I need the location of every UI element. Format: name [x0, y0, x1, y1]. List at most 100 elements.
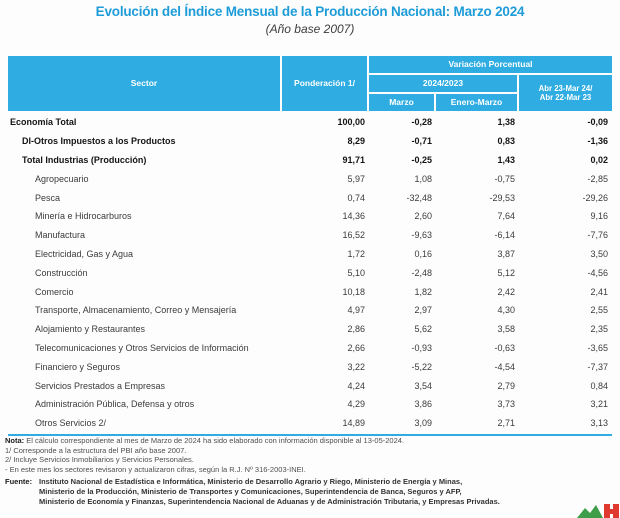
source-block: Fuente: Instituto Nacional de Estadístic…: [5, 477, 617, 507]
table-row-total-industrias: Total Industrias (Producción) 91,71 -0,2…: [8, 151, 612, 170]
header-annual-line1: Abr 23-Mar 24/: [538, 83, 593, 93]
sector-cell: Alojamiento y Restaurantes: [35, 324, 146, 335]
marzo-cell: 1,82: [414, 286, 432, 297]
table-row-economia-total: Economía Total 100,00 -0,28 1,38 -0,09: [8, 113, 612, 132]
marzo-cell: -0,93: [411, 342, 432, 353]
sector-cell: Financiero y Seguros: [35, 361, 121, 372]
table-row-comercio: Comercio 10,18 1,82 2,42 2,41: [8, 282, 612, 301]
marzo-cell: 2,97: [414, 305, 432, 316]
fuente-line1: Instituto Nacional de Estadística e Info…: [39, 476, 463, 486]
ponderacion-cell: 16,52: [342, 230, 365, 241]
marzo-cell: 3,86: [414, 399, 432, 410]
sector-cell: Electricidad, Gas y Agua: [35, 248, 134, 259]
table-row-agropecuario: Agropecuario 5,97 1,08 -0,75 -2,85: [8, 169, 612, 188]
sector-cell: Comercio: [35, 286, 74, 297]
table-row-manufactura: Manufactura 16,52 -9,63 -6,14 -7,76: [8, 226, 612, 245]
ponderacion-cell: 5,97: [347, 173, 365, 184]
enero-marzo-cell: 7,64: [497, 211, 515, 222]
footnote-revision: - En este mes los sectores revisaron y a…: [5, 465, 306, 475]
annual-cell: 2,55: [590, 305, 608, 316]
header-enero-marzo: Enero-Marzo: [436, 94, 517, 111]
marzo-cell: 3,09: [414, 418, 432, 429]
header-sector: Sector: [8, 56, 280, 111]
enero-marzo-cell: 2,71: [497, 418, 515, 429]
sector-cell: Minería e Hidrocarburos: [35, 211, 132, 222]
table-row-construccion: Construcción 5,10 -2,48 5,12 -4,56: [8, 263, 612, 282]
annual-cell: 2,41: [590, 286, 608, 297]
table-row-pesca: Pesca 0,74 -32,48 -29,53 -29,26: [8, 188, 612, 207]
table-row-mineria-hidrocarburos: Minería e Hidrocarburos 14,36 2,60 7,64 …: [8, 207, 612, 226]
sector-cell: Construcción: [35, 267, 88, 278]
table-row-telecomunicaciones: Telecomunicaciones y Otros Servicios de …: [8, 339, 612, 358]
sector-cell: Total Industrias (Producción): [22, 154, 147, 165]
marzo-cell: -0,25: [411, 154, 432, 165]
sector-cell: Servicios Prestados a Empresas: [35, 380, 166, 391]
table-header: Sector Ponderación 1/ Variación Porcentu…: [8, 56, 612, 111]
ponderacion-cell: 1,72: [347, 248, 365, 259]
marzo-cell: -2,48: [411, 267, 432, 278]
table-row-otros-servicios: Otros Servicios 2/ 14,89 3,09 2,71 3,13: [8, 414, 612, 433]
table-row-alojamiento-restaurantes: Alojamiento y Restaurantes 2,86 5,62 3,5…: [8, 320, 612, 339]
annual-cell: -4,56: [587, 267, 608, 278]
header-ponderacion: Ponderación 1/: [282, 56, 367, 111]
annual-cell: 3,13: [590, 418, 608, 429]
sector-cell: Economía Total: [10, 117, 77, 128]
ponderacion-cell: 2,66: [347, 342, 365, 353]
table-row-administracion-publica: Administración Pública, Defensa y otros …: [8, 395, 612, 414]
enero-marzo-cell: 3,87: [497, 248, 515, 259]
table-row-financiero-seguros: Financiero y Seguros 3,22 -5,22 -4,54 -7…: [8, 357, 612, 376]
annual-cell: 0,84: [590, 380, 608, 391]
production-index-table: Sector Ponderación 1/ Variación Porcentu…: [8, 56, 612, 436]
fuente-line2: Ministerio de la Producción, Ministerio …: [39, 486, 462, 496]
marzo-cell: -5,22: [411, 361, 432, 372]
marzo-cell: 5,62: [414, 324, 432, 335]
ponderacion-cell: 3,22: [347, 361, 365, 372]
footnote-1: 1/ Corresponde a la estructura del PBI a…: [5, 445, 187, 455]
marzo-cell: 1,08: [414, 173, 432, 184]
enero-marzo-cell: 4,30: [497, 305, 515, 316]
ponderacion-cell: 91,71: [342, 154, 365, 165]
ponderacion-cell: 0,74: [347, 192, 365, 203]
annual-cell: -0,09: [587, 117, 608, 128]
table-bottom-rule: [8, 433, 612, 436]
sector-cell: Otros Servicios 2/: [35, 418, 107, 429]
header-annual-period: Abr 23-Mar 24/ Abr 22-Mar 23: [519, 75, 612, 111]
ponderacion-cell: 14,36: [342, 211, 365, 222]
ponderacion-cell: 100,00: [337, 117, 365, 128]
table-row-di-otros-impuestos: DI-Otros Impuestos a los Productos 8,29 …: [8, 132, 612, 151]
annual-cell: 3,50: [590, 248, 608, 259]
sector-cell: Telecomunicaciones y Otros Servicios de …: [35, 342, 249, 353]
annual-cell: -29,26: [582, 192, 608, 203]
enero-marzo-cell: -4,54: [494, 361, 515, 372]
enero-marzo-cell: 2,79: [497, 380, 515, 391]
ponderacion-cell: 8,29: [347, 136, 365, 147]
ponderacion-cell: 4,24: [347, 380, 365, 391]
fuente-line3: Ministerio de Economía y Finanzas, Super…: [39, 496, 500, 506]
marzo-cell: -9,63: [411, 230, 432, 241]
ponderacion-cell: 2,86: [347, 324, 365, 335]
header-variacion-porcentual: Variación Porcentual: [369, 56, 612, 73]
annual-cell: -1,36: [587, 136, 608, 147]
enero-marzo-cell: 1,38: [497, 117, 515, 128]
enero-marzo-cell: -29,53: [489, 192, 515, 203]
sector-cell: Manufactura: [35, 230, 86, 241]
table-body: Economía Total 100,00 -0,28 1,38 -0,09 D…: [8, 113, 612, 433]
page-title: Evolución del Índice Mensual de la Produ…: [95, 4, 525, 19]
enero-marzo-cell: -0,75: [494, 173, 515, 184]
page-subtitle: (Año base 2007): [265, 22, 355, 36]
annual-cell: -3,65: [587, 342, 608, 353]
annual-cell: -2,85: [587, 173, 608, 184]
table-row-electricidad-gas-agua: Electricidad, Gas y Agua 1,72 0,16 3,87 …: [8, 245, 612, 264]
enero-marzo-cell: -6,14: [494, 230, 515, 241]
annual-cell: 3,21: [590, 399, 608, 410]
annual-cell: -7,76: [587, 230, 608, 241]
ponderacion-cell: 4,29: [347, 399, 365, 410]
sector-cell: DI-Otros Impuestos a los Productos: [22, 136, 176, 147]
ponderacion-cell: 4,97: [347, 305, 365, 316]
partial-watermark-logo-icon: [577, 504, 619, 518]
enero-marzo-cell: 3,58: [497, 324, 515, 335]
annual-cell: 9,16: [590, 211, 608, 222]
table-row-transporte: Transporte, Almacenamiento, Correo y Men…: [8, 301, 612, 320]
annual-cell: 2,35: [590, 324, 608, 335]
